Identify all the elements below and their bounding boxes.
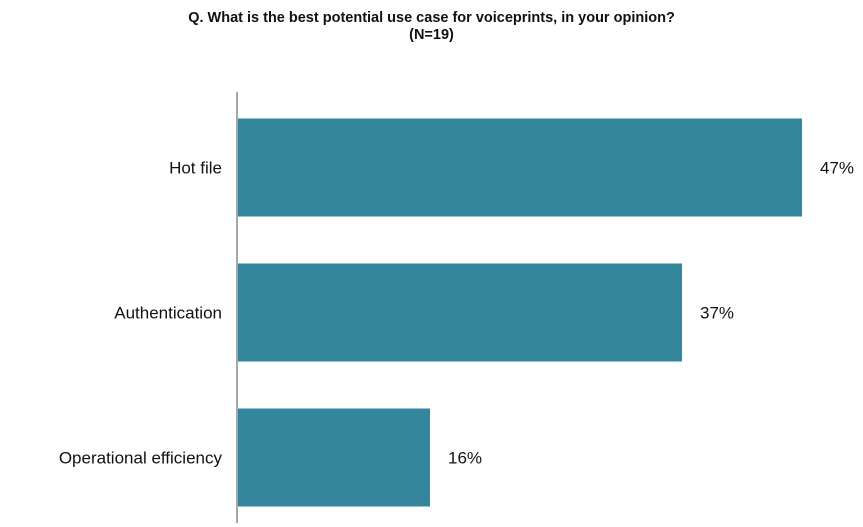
chart-subtitle: (N=19) bbox=[409, 27, 454, 43]
chart-title-block: Q. What is the best potential use case f… bbox=[0, 10, 863, 44]
bar-hot-file bbox=[238, 118, 802, 217]
category-label-hot-file: Hot file bbox=[169, 159, 222, 178]
value-label-hot-file: 47% bbox=[820, 159, 854, 178]
category-label-authentication: Authentication bbox=[114, 304, 222, 323]
bar-authentication bbox=[238, 263, 682, 362]
value-label-authentication: 37% bbox=[700, 304, 734, 323]
category-label-operational-efficiency: Operational efficiency bbox=[59, 449, 223, 468]
chart-title: Q. What is the best potential use case f… bbox=[188, 10, 675, 26]
value-label-operational-efficiency: 16% bbox=[448, 449, 482, 468]
bar-operational-efficiency bbox=[238, 408, 430, 507]
